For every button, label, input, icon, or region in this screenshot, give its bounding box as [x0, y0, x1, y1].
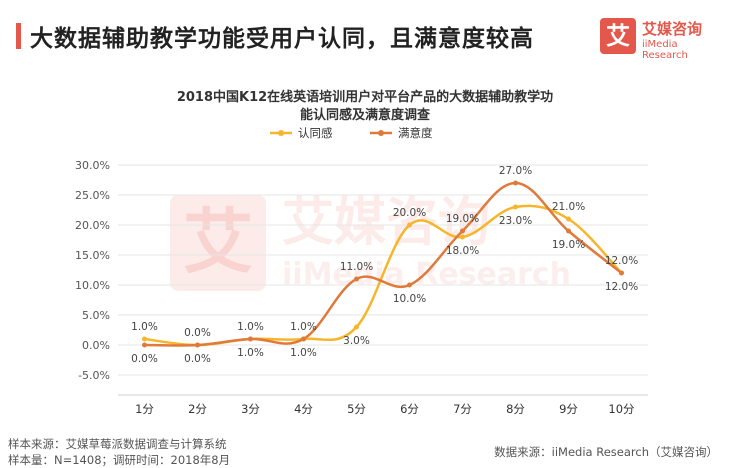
sample-source: 样本来源：艾媒草莓派数据调查与计算系统 — [8, 437, 227, 451]
y-tick-label: 5.0% — [82, 309, 110, 322]
data-label: 19.0% — [552, 239, 585, 251]
data-label: 20.0% — [393, 207, 426, 219]
y-tick-label: 25.0% — [75, 189, 110, 202]
data-point — [566, 228, 571, 234]
watermark-cn: 艾媒咨询 — [282, 193, 490, 253]
data-label: 0.0% — [184, 327, 211, 339]
page-headline: 大数据辅助教学功能受用户认同，且满意度较高 — [30, 26, 534, 52]
series-line-satisfaction — [144, 181, 623, 347]
data-label: 0.0% — [131, 353, 158, 365]
legend-marker — [378, 130, 384, 136]
x-tick-label: 3分 — [241, 402, 260, 416]
data-point — [354, 324, 359, 330]
data-point — [195, 342, 200, 348]
y-tick-label: -5.0% — [78, 369, 110, 382]
data-label: 21.0% — [552, 201, 585, 213]
data-label: 12.0% — [605, 281, 638, 293]
watermark-en: iiMedia Research — [282, 257, 571, 292]
data-point — [407, 282, 412, 288]
x-tick-label: 4分 — [294, 402, 313, 416]
data-label: 3.0% — [343, 335, 370, 347]
data-source: 数据来源：iiMedia Research（艾媒咨询） — [494, 445, 718, 459]
data-label: 1.0% — [131, 321, 158, 333]
legend-marker — [278, 130, 284, 136]
imedia-logo: 艾 艾媒咨询 iiMedia Research — [600, 18, 720, 61]
data-point — [460, 234, 465, 240]
y-tick-label: 0.0% — [82, 339, 110, 352]
data-point — [619, 270, 624, 276]
x-tick-label: 1分 — [135, 402, 154, 416]
chart-title-line1: 2018中国K12在线英语培训用户对平台产品的大数据辅助教学功 — [176, 90, 554, 105]
data-point — [248, 336, 253, 342]
data-label: 1.0% — [290, 321, 317, 333]
data-label: 18.0% — [446, 245, 479, 257]
x-tick-label: 2分 — [188, 402, 207, 416]
watermark-logo-mark: 艾 — [183, 201, 253, 283]
data-point — [513, 180, 518, 186]
data-point — [142, 336, 147, 342]
y-tick-label: 15.0% — [75, 249, 110, 262]
data-label: 10.0% — [393, 293, 426, 305]
data-label: 0.0% — [184, 353, 211, 365]
data-point — [407, 222, 412, 228]
x-tick-label: 9分 — [559, 402, 578, 416]
y-tick-label: 30.0% — [75, 159, 110, 172]
data-point — [142, 342, 147, 348]
data-label: 23.0% — [499, 215, 532, 227]
data-point — [460, 228, 465, 234]
logo-mark: 艾 — [600, 18, 636, 54]
accent-bar — [16, 23, 21, 49]
x-tick-label: 8分 — [506, 402, 525, 416]
x-tick-label: 6分 — [400, 402, 419, 416]
watermark-logo-box — [170, 195, 266, 291]
x-tick-label: 5分 — [347, 402, 366, 416]
data-point — [566, 216, 571, 222]
data-label: 12.0% — [605, 255, 638, 267]
y-tick-label: 20.0% — [75, 219, 110, 232]
data-label: 1.0% — [237, 347, 264, 359]
data-label: 1.0% — [290, 347, 317, 359]
legend-label: 认同感 — [298, 126, 333, 140]
header: 大数据辅助教学功能受用户认同，且满意度较高 艾 艾媒咨询 iiMedia Res… — [0, 0, 730, 64]
data-point — [301, 336, 306, 342]
data-label: 11.0% — [340, 261, 373, 273]
data-point — [513, 204, 518, 210]
data-point — [354, 276, 359, 282]
logo-name: 艾媒咨询 — [642, 20, 703, 38]
y-tick-label: 10.0% — [75, 279, 110, 292]
data-label: 27.0% — [499, 165, 532, 177]
x-tick-label: 10分 — [608, 402, 635, 416]
data-label: 1.0% — [237, 321, 264, 333]
chart-title-line2: 能认同感及满意度调查 — [299, 108, 430, 123]
data-label: 19.0% — [446, 213, 479, 225]
legend-label: 满意度 — [398, 126, 433, 140]
x-tick-label: 7分 — [453, 402, 472, 416]
logo-subtitle: iiMedia Research — [642, 39, 688, 61]
sample-size: 样本量：N=1408；调研时间：2018年8月 — [8, 453, 231, 467]
